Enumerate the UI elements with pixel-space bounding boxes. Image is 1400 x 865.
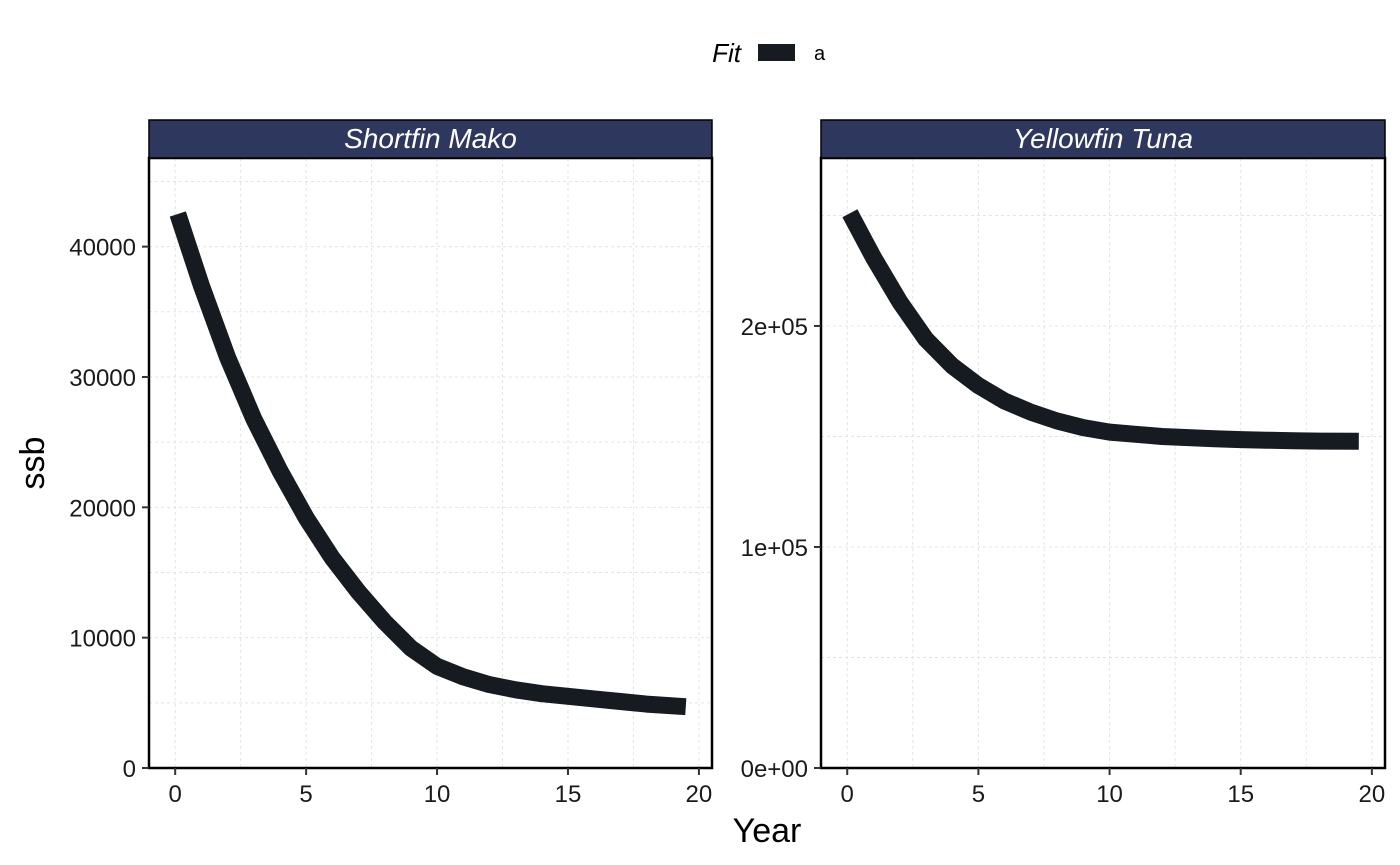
- legend-key-a: [758, 44, 795, 61]
- x-tick-label: 20: [1359, 781, 1386, 808]
- y-tick-label: 2e+05: [741, 314, 808, 341]
- series-line-a: [169, 211, 687, 716]
- x-tick-label: 5: [299, 781, 312, 808]
- facet-strip: [820, 119, 1386, 159]
- facet-strip-title: Yellowfin Tuna: [1013, 123, 1193, 154]
- x-tick-label: 15: [1227, 781, 1254, 808]
- facet-panels: Shortfin Mako 0 5 10 15 20 0 10000 20000 30000 400…: [69, 119, 1387, 808]
- x-tick-label: 0: [841, 781, 854, 808]
- y-tick-label: 0e+00: [741, 756, 808, 783]
- facet-strip-title: Shortfin Mako: [344, 123, 517, 154]
- legend-label-a: a: [814, 43, 826, 65]
- x-tick-label: 10: [1096, 781, 1123, 808]
- y-tick-label: 20000: [69, 495, 136, 522]
- panel-background: [821, 158, 1385, 768]
- x-tick-label: 15: [555, 781, 582, 808]
- y-tick-label: 40000: [69, 235, 136, 262]
- x-tick-label: 10: [424, 781, 451, 808]
- facet-panel-1: Shortfin Mako 0 5 10 15 20 0 10000 20000 30000 400…: [69, 119, 714, 808]
- legend: Fit a: [712, 38, 826, 68]
- panel-background: [149, 158, 712, 768]
- facet-panel-2: Yellowfin Tuna 0 5 10 15 20 0e+00 1e+05 2e+05: [741, 119, 1387, 808]
- x-axis-title: Year: [733, 812, 802, 850]
- x-tick-label: 5: [972, 781, 985, 808]
- y-axis-title: ssb: [14, 437, 52, 490]
- y-tick-label: 1e+05: [741, 535, 808, 562]
- y-tick-label: 10000: [69, 626, 136, 653]
- facet-strip: [148, 119, 713, 159]
- y-tick-label: 30000: [69, 365, 136, 392]
- x-tick-label: 0: [169, 781, 182, 808]
- x-tick-label: 20: [686, 781, 713, 808]
- y-tick-label: 0: [123, 756, 136, 783]
- legend-title: Fit: [712, 38, 743, 68]
- series-line-a: [842, 209, 1359, 450]
